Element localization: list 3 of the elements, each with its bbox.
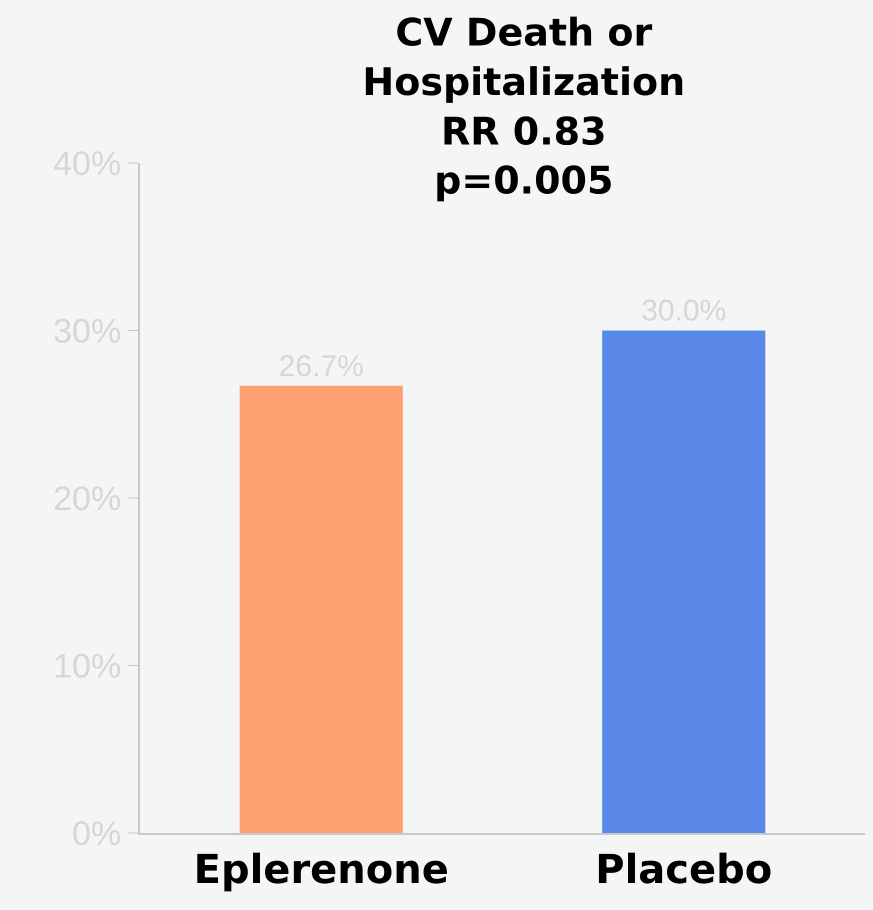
x-tick-label: Placebo — [595, 847, 772, 893]
x-tick-label: Eplerenone — [194, 847, 449, 893]
chart-title: CV Death or Hospitalization RR 0.83 p=0.005 — [362, 10, 686, 203]
